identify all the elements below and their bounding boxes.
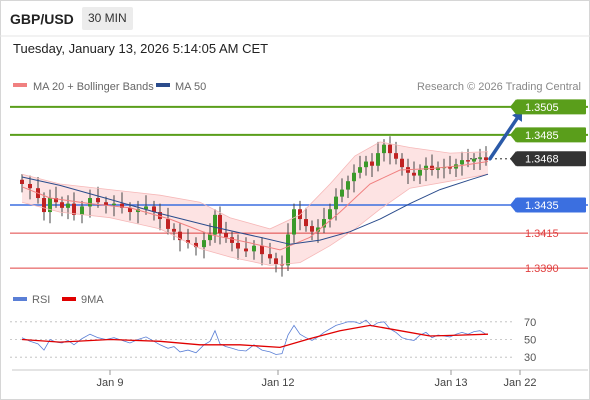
candle bbox=[400, 153, 404, 176]
candle bbox=[364, 155, 368, 176]
ma9-legend-label: 9MA bbox=[81, 294, 104, 306]
candle bbox=[224, 221, 228, 243]
candle bbox=[158, 203, 162, 231]
candle bbox=[370, 153, 374, 177]
chart-header: GBP/USD 30 MIN bbox=[0, 0, 588, 36]
candle bbox=[72, 192, 76, 221]
forecast-arrow-shaft bbox=[488, 116, 519, 161]
svg-text:1.3415: 1.3415 bbox=[525, 228, 559, 240]
rsi-tick-label: 30 bbox=[524, 352, 536, 364]
ma20-legend-label: MA 20 + Bollinger Bands bbox=[33, 81, 154, 93]
candle bbox=[412, 161, 416, 182]
candle bbox=[352, 164, 356, 193]
x-tick-label: Jan 13 bbox=[434, 377, 467, 389]
candle bbox=[358, 155, 362, 179]
x-tick-label: Jan 9 bbox=[97, 377, 124, 389]
candle bbox=[394, 141, 398, 165]
candle bbox=[260, 237, 264, 266]
candle bbox=[268, 242, 272, 264]
level-label-resistance: 1.3505 bbox=[510, 99, 586, 115]
x-tick-label: Jan 12 bbox=[261, 377, 294, 389]
candle bbox=[304, 207, 308, 232]
bollinger-upper-line bbox=[21, 141, 489, 230]
candle bbox=[328, 203, 332, 228]
candle bbox=[54, 186, 58, 208]
candle bbox=[186, 228, 190, 249]
bollinger-lower-line bbox=[21, 173, 489, 266]
candle bbox=[236, 234, 240, 260]
level-label-support: 1.3415 bbox=[525, 228, 559, 240]
svg-text:1.3485: 1.3485 bbox=[525, 130, 559, 142]
candle bbox=[244, 237, 248, 257]
rsi-legend: RSI 9MA bbox=[13, 294, 104, 306]
candle bbox=[460, 151, 464, 176]
rsi-legend-label: RSI bbox=[32, 294, 50, 306]
candle bbox=[472, 153, 476, 170]
candle bbox=[388, 136, 392, 165]
ma50-legend-swatch bbox=[156, 83, 170, 87]
candle bbox=[136, 200, 140, 224]
level-label-support: 1.3390 bbox=[525, 263, 559, 275]
chart-datetime: Tuesday, January 13, 2026 5:14:05 AM CET bbox=[13, 41, 269, 56]
ma20-legend-swatch bbox=[13, 83, 27, 87]
ma50-legend-label: MA 50 bbox=[175, 81, 206, 93]
price-levels bbox=[10, 105, 588, 269]
candle bbox=[66, 195, 70, 220]
copyright-label: Research © 2026 Trading Central bbox=[417, 81, 581, 93]
candle bbox=[418, 164, 422, 184]
candle bbox=[178, 223, 182, 252]
svg-text:1.3390: 1.3390 bbox=[525, 263, 559, 275]
candle bbox=[202, 231, 206, 259]
candle bbox=[286, 223, 290, 271]
svg-text:1.3435: 1.3435 bbox=[525, 200, 559, 212]
candle bbox=[42, 192, 46, 221]
candle bbox=[274, 252, 278, 273]
candle bbox=[152, 200, 156, 221]
x-tick-label: Jan 22 bbox=[503, 377, 536, 389]
candle bbox=[310, 220, 314, 241]
candle bbox=[484, 146, 488, 166]
candle bbox=[322, 207, 326, 234]
candle bbox=[292, 203, 296, 243]
candle bbox=[430, 154, 434, 176]
candle bbox=[346, 175, 350, 199]
rsi-tick-label: 70 bbox=[524, 317, 536, 329]
rsi-ma9-line bbox=[21, 324, 489, 349]
candle bbox=[172, 223, 176, 241]
candle bbox=[48, 189, 52, 224]
x-axis: Jan 9 Jan 12 Jan 13 Jan 22 bbox=[97, 370, 537, 389]
candle bbox=[144, 195, 148, 215]
timeframe-badge[interactable]: 30 MIN bbox=[82, 7, 133, 30]
level-labels: 1.3505 1.3485 1.3468 1.3435 1.3415 1.3390 bbox=[510, 99, 586, 275]
level-label-last: 1.3468 bbox=[510, 151, 586, 167]
candle bbox=[80, 200, 84, 224]
ma9-legend-swatch bbox=[62, 297, 76, 301]
ma20-line bbox=[21, 161, 489, 251]
candle bbox=[166, 207, 170, 235]
candle bbox=[436, 161, 440, 179]
rsi-legend-swatch bbox=[13, 297, 27, 301]
svg-text:1.3468: 1.3468 bbox=[525, 154, 559, 166]
moving-averages bbox=[21, 141, 489, 266]
candle bbox=[376, 141, 380, 172]
ma50-line bbox=[21, 173, 489, 245]
candle bbox=[478, 148, 482, 170]
svg-text:1.3505: 1.3505 bbox=[525, 102, 559, 114]
rsi-panel: 30 50 70 bbox=[10, 317, 536, 364]
candle bbox=[28, 175, 32, 200]
main-legend: MA 20 + Bollinger Bands MA 50 Research ©… bbox=[13, 81, 581, 93]
candle bbox=[213, 209, 217, 243]
level-label-resistance: 1.3485 bbox=[510, 127, 586, 143]
candle bbox=[230, 231, 234, 252]
rsi-line bbox=[21, 319, 487, 355]
candle bbox=[448, 155, 452, 175]
candle bbox=[298, 200, 302, 231]
symbol-title: GBP/USD bbox=[10, 11, 74, 27]
rsi-tick-label: 50 bbox=[524, 335, 536, 347]
candle bbox=[340, 178, 344, 203]
level-label-pivot: 1.3435 bbox=[510, 197, 586, 213]
